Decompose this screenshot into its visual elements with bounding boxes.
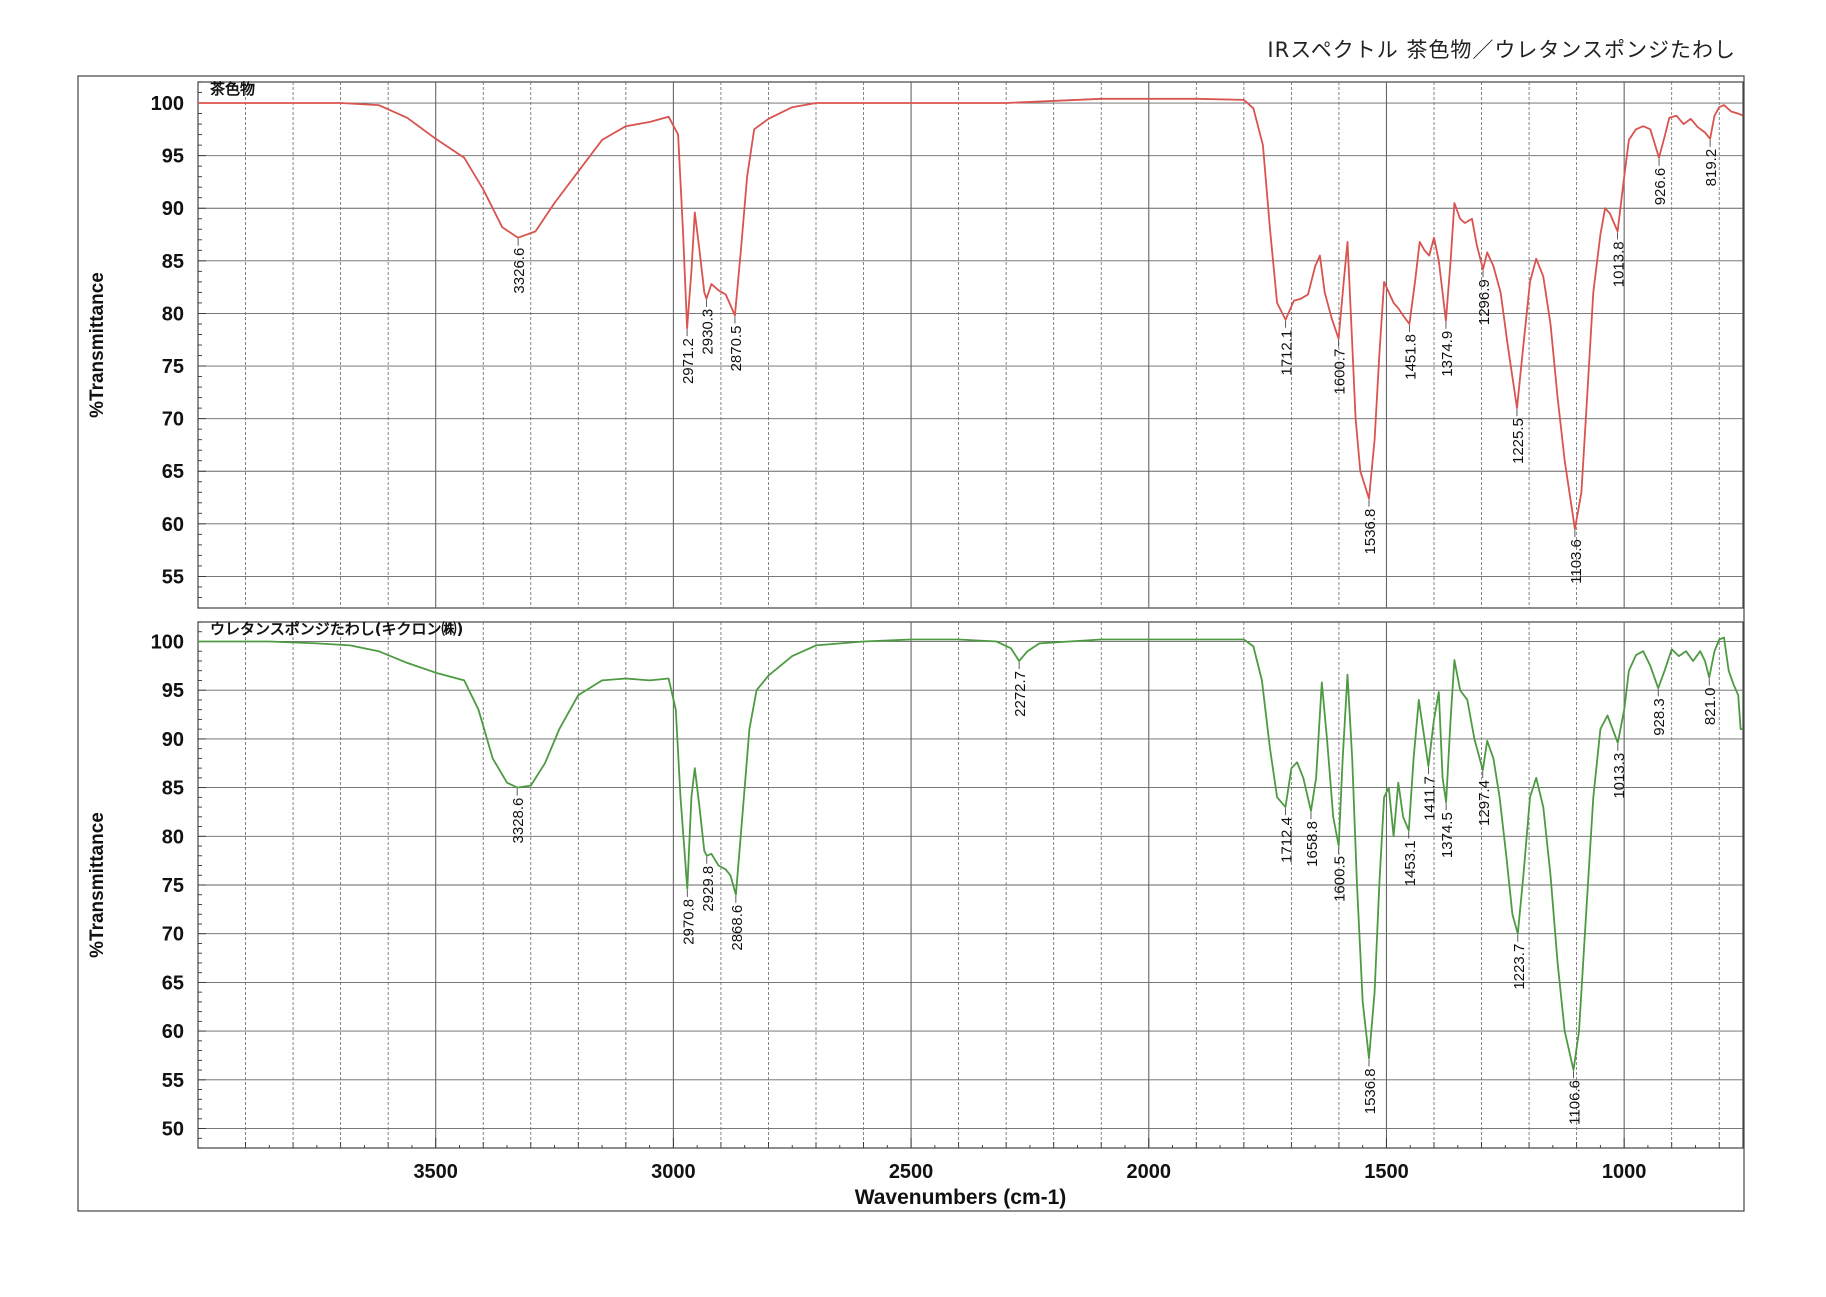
panel2-peak-label: 1106.6 <box>1566 1080 1583 1125</box>
x-tick-label: 1500 <box>1364 1161 1409 1183</box>
panel1-peak-label: 926.6 <box>1652 168 1669 206</box>
panel2-y-tick-label: 70 <box>162 924 184 946</box>
panel2-peak-label: 821.0 <box>1702 688 1719 726</box>
panel1-title: 茶色物 <box>210 80 255 98</box>
panel2-peak-label: 3328.6 <box>510 798 527 844</box>
panel1-peak-label: 3326.6 <box>511 248 528 294</box>
panel1-y-tick-label: 95 <box>162 146 184 168</box>
panel2-peak-label: 1453.1 <box>1402 840 1419 886</box>
panel2-y-tick-label: 95 <box>162 680 184 702</box>
panel2-y-tick-label: 75 <box>162 875 184 897</box>
panel1-peak-label: 1103.6 <box>1568 539 1585 584</box>
page-title: IRスペクトル 茶色物／ウレタンスポンジたわし <box>1267 38 1736 62</box>
x-tick-label: 2000 <box>1127 1161 1172 1183</box>
panel2-y-axis-label: %Transmittance <box>87 812 108 958</box>
panel1-y-tick-label: 100 <box>151 93 184 115</box>
panel1-peak-label: 1013.8 <box>1611 241 1628 287</box>
panel2-y-tick-label: 50 <box>162 1119 184 1141</box>
panel2-peak-label: 1712.4 <box>1278 817 1295 863</box>
panel2-peak-label: 928.3 <box>1651 698 1668 736</box>
panel1-peak-label: 2870.5 <box>728 326 745 372</box>
panel1-peak-label: 1600.7 <box>1332 349 1349 395</box>
panel1-y-tick-label: 85 <box>162 251 184 273</box>
panel2-peak-label: 1013.3 <box>1611 753 1628 799</box>
panel1-peak-label: 1451.8 <box>1402 334 1419 380</box>
panel1-y-tick-label: 90 <box>162 198 184 220</box>
panel1-y-tick-label: 75 <box>162 356 184 378</box>
panel2-spectrum-line <box>198 636 1743 1071</box>
x-tick-label: 2500 <box>889 1161 934 1183</box>
panel2-peak-label: 2929.8 <box>700 866 717 912</box>
x-tick-label: 3500 <box>413 1161 458 1183</box>
panel1-y-tick-label: 60 <box>162 514 184 536</box>
panel1-peak-label: 1296.9 <box>1476 279 1493 325</box>
panel2-y-tick-label: 65 <box>162 972 184 994</box>
x-tick-label: 1000 <box>1602 1161 1647 1183</box>
panel1-peak-label: 1536.8 <box>1362 509 1379 555</box>
panel2-y-tick-label: 90 <box>162 729 184 751</box>
panel2-y-tick-label: 100 <box>151 631 184 653</box>
panel1-y-tick-label: 55 <box>162 566 184 588</box>
panel2-peak-label: 1223.7 <box>1511 944 1528 990</box>
panel2-y-tick-label: 55 <box>162 1070 184 1092</box>
panel2-peak-label: 2970.8 <box>680 899 697 945</box>
panel2-peak-label: 1374.5 <box>1439 812 1456 858</box>
panel2-y-tick-label: 60 <box>162 1021 184 1043</box>
panel1-peak-label: 2930.3 <box>700 309 717 355</box>
panel1-peak-label: 2971.2 <box>680 338 697 384</box>
panel1-y-tick-label: 65 <box>162 461 184 483</box>
panel2-peak-label: 2272.7 <box>1012 671 1029 717</box>
panel2-peak-label: 1297.4 <box>1476 780 1493 826</box>
panel1-y-tick-label: 70 <box>162 409 184 431</box>
panel1-peak-label: 1374.9 <box>1439 331 1456 377</box>
x-tick-label: 3000 <box>651 1161 696 1183</box>
x-axis-label: Wavenumbers (cm-1) <box>855 1186 1067 1209</box>
panel1-peak-label: 819.2 <box>1703 149 1720 187</box>
panel1-plot-frame <box>197 81 1744 609</box>
panel2-peak-label: 1658.8 <box>1304 821 1321 867</box>
panel1-y-tick-label: 80 <box>162 303 184 325</box>
outer-frame <box>77 75 1745 1212</box>
panel1-y-axis-label: %Transmittance <box>87 272 108 418</box>
panel2-peak-label: 2868.6 <box>729 905 746 951</box>
panel2-y-tick-label: 80 <box>162 826 184 848</box>
panel2-peak-label: 1411.7 <box>1421 776 1438 821</box>
panel2-peak-label: 1536.8 <box>1362 1068 1379 1114</box>
panel2-y-tick-label: 85 <box>162 778 184 800</box>
panel1-peak-label: 1712.1 <box>1279 330 1296 376</box>
panel1-spectrum-line <box>198 97 1744 530</box>
panel2-title: ウレタンスポンジたわし(キクロン㈱) <box>210 620 463 638</box>
panel1-peak-label: 1225.5 <box>1510 418 1527 464</box>
panel2-peak-label: 1600.5 <box>1332 856 1349 902</box>
